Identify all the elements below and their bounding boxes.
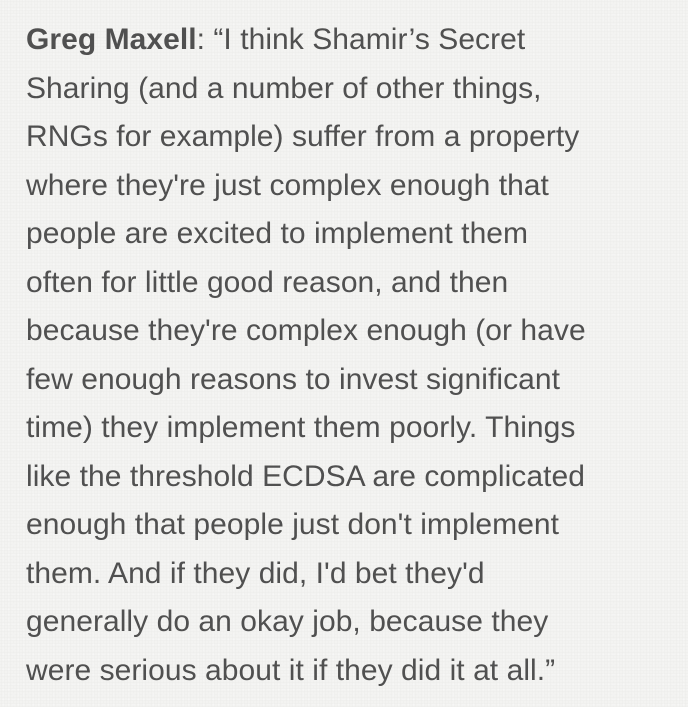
quote-line-7: because they're complex enough (or have	[26, 314, 586, 347]
quote-line-14: were serious about it if they did it at …	[26, 653, 556, 687]
quote-line-1: Greg Maxell: “I think Shamir’s Secret	[26, 16, 662, 65]
quote-line-6: often for little good reason, and then	[26, 265, 509, 299]
quote-line-12: them. And if they did, I'd bet they'd	[26, 556, 485, 590]
quote-line-3: RNGs for example) suffer from a property	[26, 120, 580, 153]
quote-line-9: time) they implement them poorly. Things	[26, 411, 576, 444]
quote-line-13: generally do an okay job, because they	[26, 605, 549, 638]
quote-line-1-text: : “I think Shamir’s Secret	[196, 23, 526, 56]
quote-line-2: Sharing (and a number of other things,	[26, 71, 542, 105]
quote-text: Greg Maxell: “I think Shamir’s Secret Sh…	[26, 16, 662, 695]
quote-line-5: people are excited to implement them	[26, 217, 529, 250]
quote-line-4: where they're just complex enough that	[26, 168, 549, 202]
quote-line-10: like the threshold ECDSA are complicated	[26, 459, 585, 493]
speaker-name: Greg Maxell	[26, 23, 197, 56]
quote-line-11: enough that people just don't implement	[26, 508, 560, 541]
quote-line-8: few enough reasons to invest significant	[26, 362, 560, 396]
